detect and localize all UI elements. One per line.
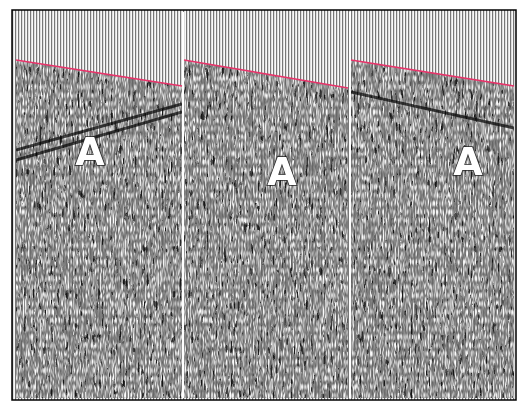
- label-a: A: [75, 130, 105, 174]
- panel-1: [16, 60, 182, 398]
- first-break-picks: [15, 59, 515, 89]
- panel-3: [351, 60, 514, 398]
- label-a: A: [453, 140, 483, 184]
- panel-2: [184, 60, 348, 398]
- label-a: A: [267, 150, 297, 194]
